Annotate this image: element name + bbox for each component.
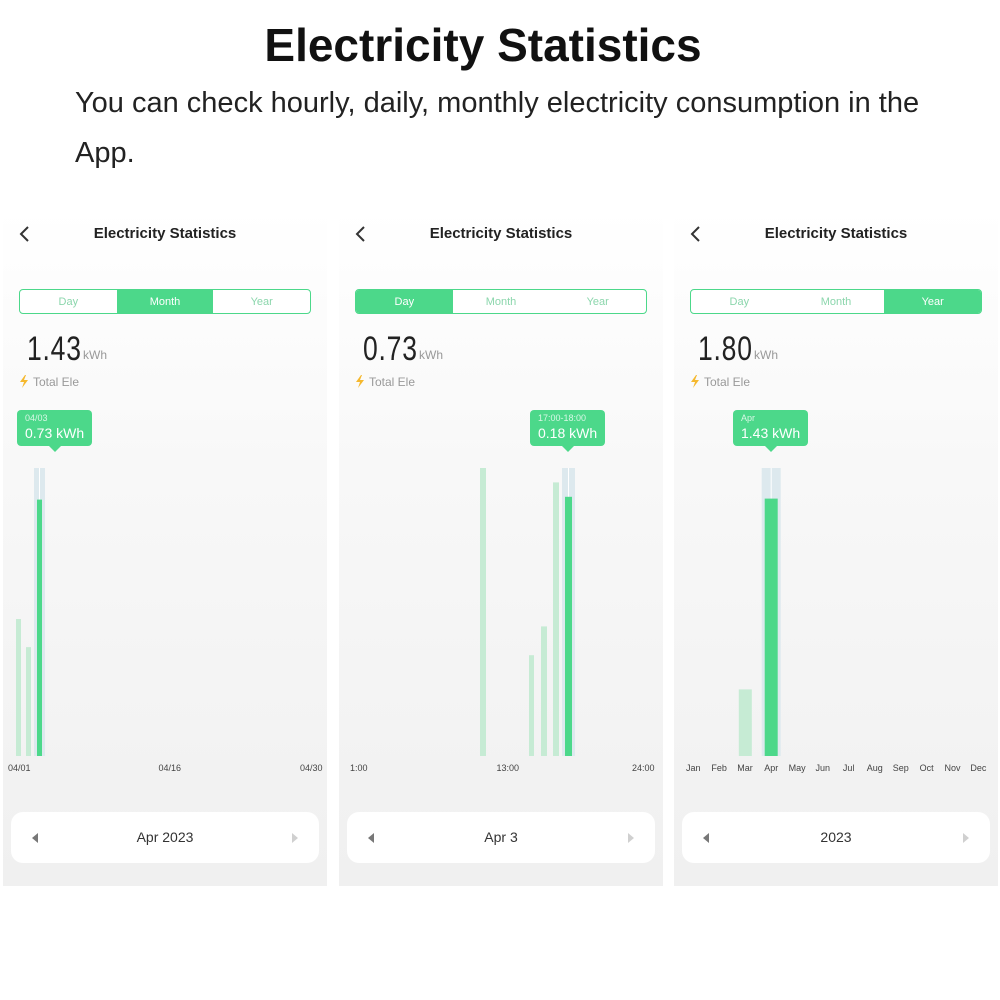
back-arrow-icon[interactable] [353, 224, 369, 244]
total-value: 1.43 [27, 330, 82, 368]
x-axis-label: 13:00 [496, 763, 520, 773]
pager-label: Apr 2023 [136, 829, 194, 845]
period-tabs: Day Month Year [19, 289, 311, 314]
chart-bar-15:00-16:00[interactable] [541, 626, 547, 756]
bar-chart [16, 468, 45, 756]
total-label: Total Ele [33, 375, 80, 389]
page-headline: Electricity Statistics [264, 19, 702, 71]
bar-chart [738, 468, 781, 756]
chart-bar-04/02[interactable] [26, 647, 31, 756]
x-axis-label: Jun [815, 763, 831, 773]
chart-bar-Apr[interactable] [764, 498, 778, 756]
tooltip-date: 17:00-18:00 [538, 413, 587, 423]
x-axis-labels: 04/01 04/16 04/30 [3, 763, 327, 777]
prev-period-icon[interactable] [702, 832, 710, 844]
x-axis-label: Sep [892, 763, 909, 773]
x-axis-label: Mar [737, 763, 753, 773]
nav-title: Electricity Statistics [764, 225, 908, 242]
tab-day[interactable]: Day [356, 290, 453, 313]
x-axis-label: Apr [764, 763, 779, 773]
x-axis-label: Nov [944, 763, 961, 773]
total-value: 1.80 [698, 330, 753, 368]
tab-year[interactable]: Year [250, 295, 273, 308]
next-period-icon[interactable] [291, 832, 299, 844]
total-unit: kWh [754, 348, 778, 362]
period-pager: Apr 2023 [11, 812, 319, 863]
x-axis-label: 04/01 [8, 763, 31, 773]
x-axis-label: 1:00 [350, 763, 368, 773]
tab-day[interactable]: Day [58, 295, 79, 308]
prev-period-icon[interactable] [31, 832, 39, 844]
chart-tooltip: Apr 1.43 kWh [733, 410, 809, 452]
total-label: Total Ele [369, 375, 416, 389]
bar-chart [480, 468, 575, 756]
tooltip-value: 0.73 kWh [25, 425, 85, 441]
app-screen-year: Electricity Statistics Day Month Year 1.… [674, 208, 998, 886]
chart-bar-14:00-15:00[interactable] [529, 655, 534, 756]
total-unit: kWh [83, 348, 107, 362]
lightning-bolt-icon [20, 375, 28, 388]
x-axis-label: Dec [970, 763, 987, 773]
tooltip-date: Apr [741, 413, 756, 423]
period-tabs: Day Month Year [690, 289, 982, 314]
tab-year[interactable]: Year [884, 290, 981, 313]
x-axis-label: Feb [711, 763, 727, 773]
pager-label: 2023 [820, 829, 852, 845]
total-label: Total Ele [704, 375, 751, 389]
lightning-bolt-icon [691, 375, 699, 388]
x-axis-label: Oct [919, 763, 934, 773]
chart-bar-04/03[interactable] [37, 499, 42, 756]
nav-title: Electricity Statistics [93, 225, 237, 242]
tooltip-date: 04/03 [25, 413, 48, 423]
tab-month[interactable]: Month [116, 290, 214, 313]
prev-period-icon[interactable] [367, 832, 375, 844]
period-pager: 2023 [682, 812, 990, 863]
chart-tooltip: 17:00-18:00 0.18 kWh [530, 410, 606, 452]
chart-tooltip: 04/03 0.73 kWh [17, 410, 93, 452]
tooltip-value: 0.18 kWh [538, 425, 598, 441]
tab-year[interactable]: Year [586, 295, 609, 308]
total-value: 0.73 [363, 330, 418, 368]
tab-day[interactable]: Day [729, 295, 750, 308]
x-axis-labels: 1:00 13:00 24:00 [339, 763, 663, 777]
total-unit: kWh [419, 348, 443, 362]
back-arrow-icon[interactable] [17, 224, 33, 244]
back-arrow-icon[interactable] [688, 224, 704, 244]
pager-label: Apr 3 [484, 829, 518, 845]
chart-bar-16:00-17:00[interactable] [553, 482, 559, 756]
chart-bar-17:00-18:00[interactable] [565, 496, 572, 756]
next-period-icon[interactable] [627, 832, 635, 844]
chart-bar-04/01[interactable] [16, 619, 21, 756]
page-description: You can check hourly, daily, monthly ele… [75, 87, 920, 169]
app-screen-day: Electricity Statistics Day Month Year 0.… [339, 208, 663, 886]
app-screen-month: Electricity Statistics Day Month Year 1.… [3, 208, 327, 886]
period-tabs: Day Month Year [355, 289, 647, 314]
chart-bar-11:00-12:00[interactable] [480, 468, 486, 756]
tab-month[interactable]: Month [820, 295, 852, 308]
x-axis-label: Jan [686, 763, 701, 773]
x-axis-label: Aug [866, 763, 883, 773]
lightning-bolt-icon [356, 375, 364, 388]
tooltip-value: 1.43 kWh [741, 425, 801, 441]
x-axis-label: 24:00 [632, 763, 655, 773]
period-pager: Apr 3 [347, 812, 655, 863]
chart-bar-Mar[interactable] [738, 689, 752, 756]
x-axis-label: May [788, 763, 806, 773]
x-axis-label: 04/30 [300, 763, 323, 773]
nav-title: Electricity Statistics [429, 225, 573, 242]
next-period-icon[interactable] [962, 832, 970, 844]
tab-month[interactable]: Month [485, 295, 517, 308]
x-axis-label: 04/16 [158, 763, 182, 773]
x-axis-labels: Jan Feb Mar Apr May Jun Jul Aug Sep Oct Nov Dec [674, 763, 998, 777]
x-axis-label: Jul [842, 763, 855, 773]
